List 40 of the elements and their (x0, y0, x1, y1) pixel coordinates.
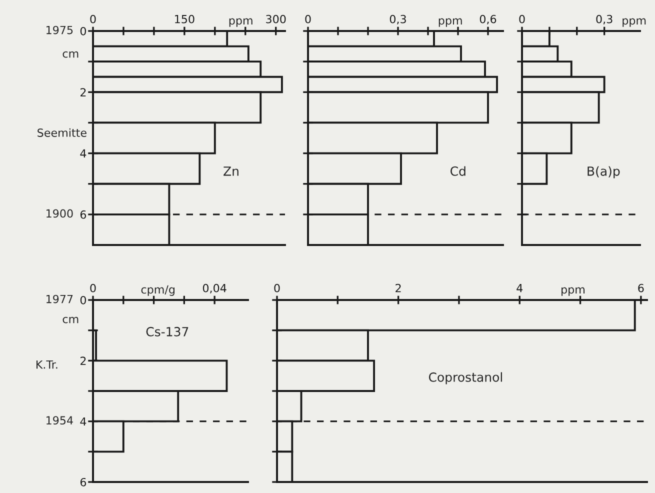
text: B(a)p (588, 166, 620, 178)
x-tick-label: 2 (396, 284, 401, 292)
x-tick-label: 0 (305, 14, 311, 24)
text: Cd (450, 166, 466, 176)
x-axis-title: cpm/g (141, 285, 174, 296)
x-tick-label: 0,04 (202, 284, 226, 294)
x-axis-title: ppm (438, 18, 462, 27)
x-tick-label: 150 (175, 14, 194, 24)
text: 1977 (46, 294, 73, 304)
x-tick-label: 0 (274, 284, 280, 292)
text: 1975 (46, 26, 73, 34)
y-tick-label: 0 (80, 296, 86, 304)
y-tick-label: 4 (80, 417, 86, 426)
text: K.Tr. (36, 360, 58, 369)
y-tick-label: 4 (80, 149, 86, 158)
x-tick-label: 0,3 (390, 14, 406, 24)
x-tick-label: 0 (519, 14, 525, 24)
x-tick-label: 0,6 (480, 14, 496, 24)
x-tick-label: 4 (516, 284, 523, 292)
x-tick-label: 0 (90, 284, 96, 292)
text: Seemitte (38, 128, 86, 137)
text: 1954 (46, 416, 73, 425)
x-axis-title: ppm (562, 287, 585, 296)
y-tick-label: 0 (80, 26, 86, 36)
y-tick-label: 6 (80, 210, 86, 219)
x-tick-label: 6 (638, 284, 644, 292)
y-axis-title: cm (62, 51, 78, 58)
x-axis-title: ppm (229, 18, 252, 27)
y-tick-label: 2 (80, 88, 86, 96)
y-tick-label: 6 (80, 478, 86, 486)
x-tick-label: 0 (90, 14, 96, 24)
x-tick-label: 0,3 (596, 14, 612, 24)
text: 1900 (46, 209, 73, 218)
text: Coprostanol (428, 372, 502, 384)
x-tick-label: 300 (266, 14, 286, 24)
y-axis-title: cm (62, 316, 78, 324)
x-axis-title: ppm (622, 18, 646, 27)
text: Cs-137 (146, 326, 188, 336)
text: Zn (224, 166, 238, 176)
y-tick-label: 2 (80, 356, 86, 365)
